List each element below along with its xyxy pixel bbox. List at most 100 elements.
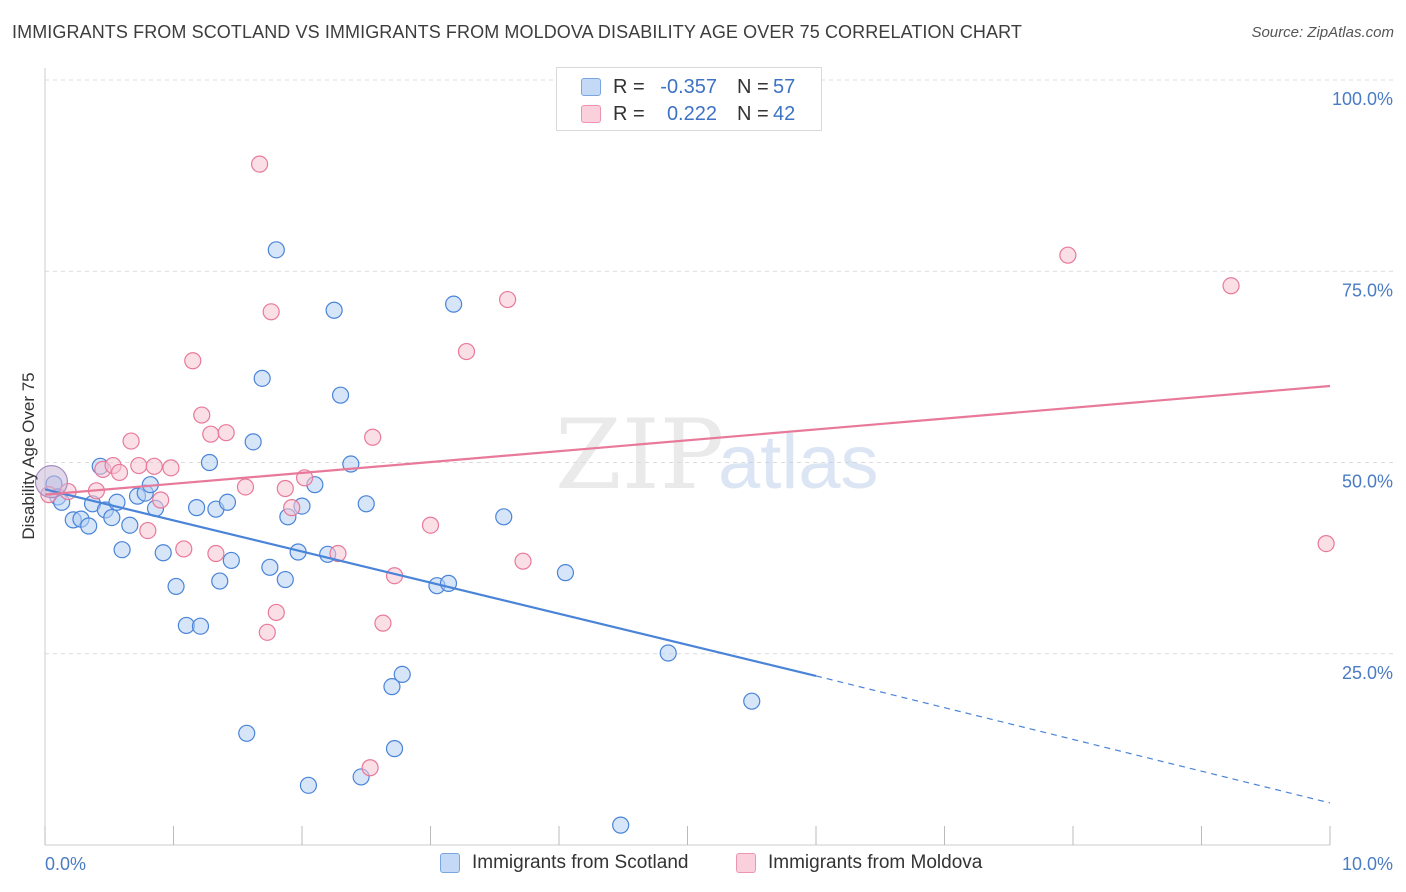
data-point: [267, 241, 285, 259]
data-point: [253, 369, 271, 387]
data-point: [385, 740, 404, 758]
data-point: [202, 425, 220, 443]
bottom-legend-label-scotland: Immigrants from Scotland: [472, 852, 689, 873]
series-moldova: [40, 155, 1335, 777]
data-point: [1059, 246, 1077, 264]
data-point: [139, 521, 157, 540]
data-point: [122, 432, 140, 450]
watermark-atlas: atlas: [718, 420, 879, 505]
data-point: [421, 516, 440, 534]
data-point: [110, 463, 129, 482]
trendline-scotland: [44, 488, 817, 678]
data-points: [34, 155, 1335, 834]
legend-n-value: 57: [773, 75, 796, 98]
data-point: [211, 572, 229, 590]
bottom-legend: Immigrants from Scotland Immigrants from…: [0, 852, 1406, 878]
data-point: [130, 456, 148, 475]
data-point: [121, 516, 139, 534]
data-point: [218, 493, 237, 511]
data-point: [325, 301, 343, 319]
data-point: [329, 544, 347, 563]
data-point: [267, 603, 285, 622]
data-point: [217, 424, 235, 442]
grid: [45, 79, 1395, 655]
data-point: [167, 577, 185, 596]
y-tick-label: 25.0%: [1342, 663, 1393, 683]
bottom-legend-swatch-scotland: [440, 853, 460, 873]
data-point: [364, 428, 382, 446]
data-point: [145, 457, 163, 475]
x-tick-label: 0.0%: [45, 854, 86, 874]
data-point: [103, 508, 121, 527]
data-point: [299, 776, 318, 794]
data-point: [1222, 277, 1240, 295]
legend-n-label: N =: [737, 102, 769, 125]
legend-r-value: 0.222: [666, 102, 717, 125]
bottom-legend-label-moldova: Immigrants from Moldova: [768, 852, 983, 873]
data-point: [200, 453, 219, 472]
data-point: [393, 665, 411, 684]
series-scotland: [45, 241, 761, 834]
y-tick-label: 75.0%: [1342, 280, 1393, 300]
legend-r-value: -0.357: [660, 75, 717, 98]
bottom-legend-swatch-moldova: [736, 853, 756, 873]
data-point: [374, 614, 392, 632]
trendline-moldova: [44, 384, 1331, 496]
data-point: [612, 816, 630, 834]
legend-n-value: 42: [773, 102, 796, 125]
data-point: [1317, 534, 1335, 553]
trendline-extension-scotland: [815, 675, 1331, 804]
data-point: [113, 541, 131, 559]
data-point: [244, 433, 262, 451]
data-point: [457, 342, 476, 361]
data-point: [276, 570, 294, 589]
data-point: [283, 499, 301, 517]
legend-row-moldova: R = 0.222 N = 42: [581, 102, 795, 126]
data-point: [361, 759, 379, 777]
data-point: [162, 459, 180, 477]
data-point: [80, 517, 98, 535]
data-point: [743, 692, 761, 710]
legend: R = -0.357 N = 57 R = 0.222 N = 42: [556, 67, 822, 131]
trendlines: [44, 384, 1331, 804]
data-point: [188, 499, 206, 517]
legend-r-label: R =: [613, 75, 645, 98]
data-point: [499, 290, 517, 309]
data-point: [261, 558, 279, 576]
watermark-zip: ZIP: [555, 399, 724, 511]
data-point: [331, 386, 350, 404]
y-tick-label: 100.0%: [1332, 89, 1393, 109]
data-point: [236, 478, 255, 496]
data-point: [357, 495, 375, 513]
data-point: [276, 479, 294, 498]
data-point: [383, 678, 401, 696]
data-point: [154, 544, 172, 562]
data-point: [250, 155, 269, 173]
data-point: [238, 724, 256, 742]
data-point: [258, 623, 276, 641]
data-point: [193, 406, 211, 424]
y-tick-label: 50.0%: [1342, 472, 1393, 492]
tick-labels: 25.0% 50.0% 75.0% 100.0% 0.0% 10.0%: [45, 89, 1393, 874]
data-point: [262, 303, 280, 321]
data-point: [175, 540, 193, 558]
y-axis-label: Disability Age Over 75: [19, 372, 38, 539]
chart-title: IMMIGRANTS FROM SCOTLAND VS IMMIGRANTS F…: [12, 22, 1023, 42]
axes: [44, 68, 1331, 846]
x-tick-label: 10.0%: [1342, 854, 1393, 874]
data-point: [659, 644, 677, 662]
data-point: [495, 508, 513, 526]
bottom-legend-moldova: Immigrants from Moldova: [736, 852, 982, 874]
data-point: [191, 617, 210, 635]
source-label: Source: ZipAtlas.com: [1251, 24, 1394, 41]
legend-row-scotland: R = -0.357 N = 57: [581, 75, 795, 99]
legend-r-label: R =: [613, 102, 645, 125]
data-point-cluster: [34, 465, 69, 499]
data-point: [207, 544, 225, 563]
data-point: [445, 295, 463, 313]
data-point: [184, 352, 202, 370]
legend-n-label: N =: [737, 75, 769, 98]
data-point: [514, 552, 532, 570]
bottom-legend-scotland: Immigrants from Scotland: [440, 852, 688, 874]
